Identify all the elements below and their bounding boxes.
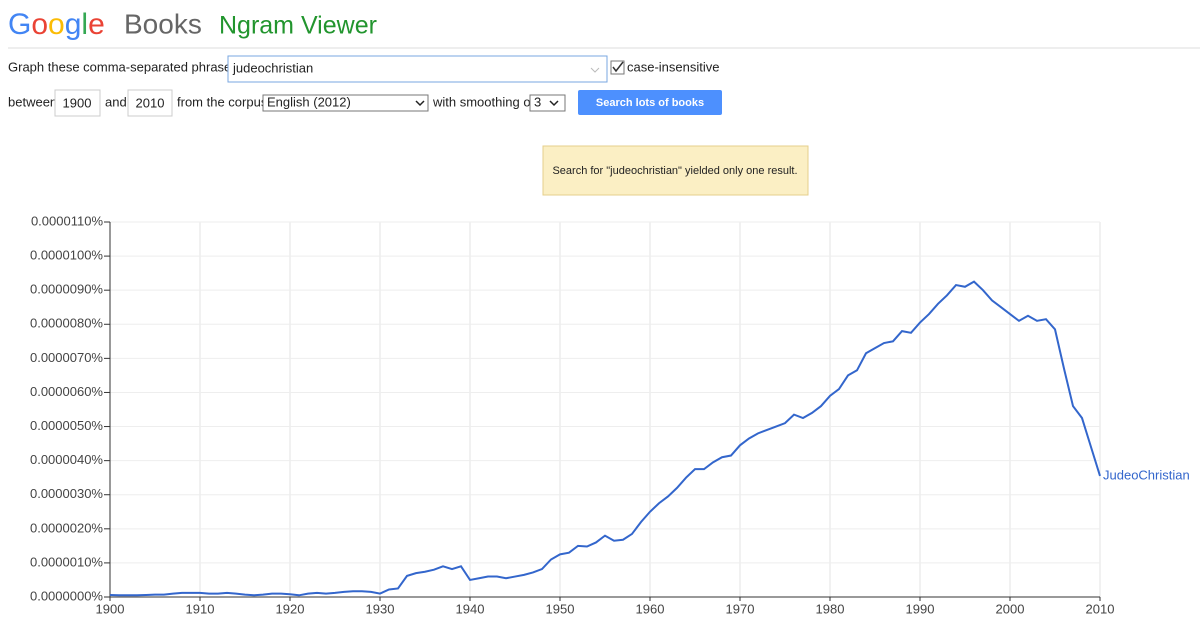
- label: from the corpus: [177, 94, 268, 109]
- label: case-insensitive: [627, 59, 720, 74]
- input-text: 1900: [63, 95, 92, 110]
- y-tick-label: 0.0000110%: [31, 213, 103, 228]
- app-title: Ngram Viewer: [219, 12, 377, 40]
- corpus-select[interactable]: [262, 94, 429, 112]
- y-tick-label: 0.0000040%: [30, 452, 103, 467]
- x-tick-label: 1940: [456, 601, 485, 616]
- label: and: [105, 94, 127, 109]
- check: [612, 61, 624, 73]
- x-tick-label: 2000: [996, 601, 1025, 616]
- series-label: JudeoChristian: [1103, 467, 1190, 482]
- x-tick-label: 1910: [186, 601, 215, 616]
- y-tick-label: 0.0000090%: [30, 282, 103, 297]
- series-line: [109, 280, 1101, 597]
- chart: 1900 1910 1920 1930 1940 1950 1960 1970 1980 1990…: [30, 213, 1190, 616]
- product: Books: [124, 8, 202, 39]
- select-text: English (2012): [267, 94, 351, 109]
- notice-text: Search for "judeochristian" yielded only…: [552, 165, 797, 177]
- logo: Google: [8, 8, 105, 41]
- dropdown-icon: [549, 100, 559, 107]
- button-label: Search lots of books: [596, 97, 704, 109]
- y-tick-label: 0.0000060%: [30, 384, 103, 399]
- dropdown-icon: [590, 67, 600, 73]
- year-input[interactable]: [54, 89, 101, 117]
- y-tick-label: 0.0000100%: [30, 248, 103, 263]
- phrase-input[interactable]: [227, 55, 608, 83]
- notice: [542, 145, 809, 196]
- label: Graph these comma-separated phrases:: [8, 59, 241, 74]
- y-tick-label: 0.0000020%: [30, 520, 103, 535]
- label: with smoothing of: [432, 94, 535, 109]
- input-text: 2010: [136, 95, 165, 110]
- y-tick-label: 0.0000010%: [30, 554, 103, 569]
- x-tick-label: 1970: [726, 601, 755, 616]
- x-tick-label: 1950: [546, 601, 575, 616]
- x-tick-label: 1930: [366, 601, 395, 616]
- dropdown-icon: [415, 100, 425, 107]
- x-tick-label: 1980: [816, 601, 845, 616]
- x-tick-label: 1920: [276, 601, 305, 616]
- y-tick-label: 0.0000030%: [30, 486, 103, 501]
- year-input[interactable]: [127, 89, 173, 117]
- input-text: judeochristian: [232, 60, 313, 75]
- y-tick-label: 0.0000050%: [30, 418, 103, 433]
- x-tick-label: 1960: [636, 601, 665, 616]
- x-tick-label: 1900: [96, 601, 125, 616]
- y-tick-label: 0.0000080%: [30, 316, 103, 331]
- select-text: 3: [534, 94, 541, 109]
- y-tick-label: 0.0000000%: [30, 588, 103, 603]
- label: between: [8, 94, 57, 109]
- search-button[interactable]: [578, 90, 722, 115]
- x-tick-label: 1990: [906, 601, 935, 616]
- y-tick-label: 0.0000070%: [30, 350, 103, 365]
- x-tick-label: 2010: [1086, 601, 1115, 616]
- smoothing-select[interactable]: [529, 94, 566, 112]
